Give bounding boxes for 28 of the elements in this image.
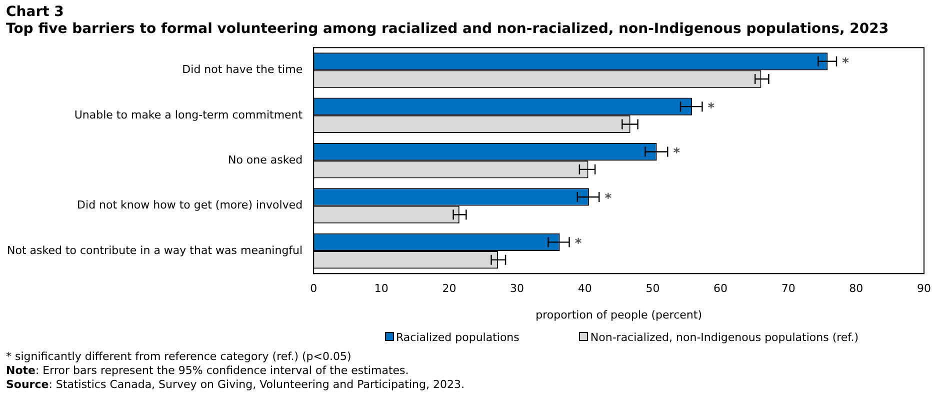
text: Note: Error bars represent the 95% confidence interval of the estimates. (6, 364, 410, 378)
x-tick-label: 50 (646, 282, 660, 296)
source-note: Source: Statistics Canada, Survey on Giving, Volunteering and Participating, 2023. (6, 378, 466, 392)
y-tick-label: No one asked (228, 153, 303, 166)
x-tick-label: 40 (578, 282, 592, 296)
legend-label: Non-racialized, non-Indigenous populations (ref.) (589, 330, 859, 344)
y-tick-label: Did not know how to get (more) involved (77, 198, 303, 212)
annotation: * (673, 146, 680, 162)
y-tick-label: Unable to make a long-term commitment (74, 108, 304, 122)
annotation: * (604, 191, 612, 206)
x-tick-label: 60 (714, 282, 728, 296)
y-tick-label: Not asked to contribute in a way that was meaningful (6, 244, 303, 257)
x-tick-label: 0 (310, 282, 318, 296)
x-tick-label: 20 (442, 282, 456, 296)
x-tick-label: 10 (374, 282, 388, 296)
x-axis-title: proportion of people (percent) (536, 308, 702, 322)
legend-label: Racialized populations (395, 330, 520, 344)
chart-subtitle: Top five barriers to formal volunteering among racialized and non-racialized, non-Indigenous populations, 2023 (6, 21, 890, 38)
x-tick-label: 70 (781, 282, 796, 296)
annotation: * (708, 100, 715, 116)
annotation: * (574, 236, 582, 252)
x-tick-label: 30 (510, 282, 524, 296)
text: * significantly different from reference category (ref.) (p<0.05) (6, 350, 352, 364)
x-tick-label: 90 (917, 282, 931, 296)
y-tick-label: Did not have the time (182, 63, 303, 76)
text: Chart 3 (6, 4, 65, 21)
annotation: * (842, 56, 850, 71)
x-tick-label: 80 (849, 282, 864, 296)
